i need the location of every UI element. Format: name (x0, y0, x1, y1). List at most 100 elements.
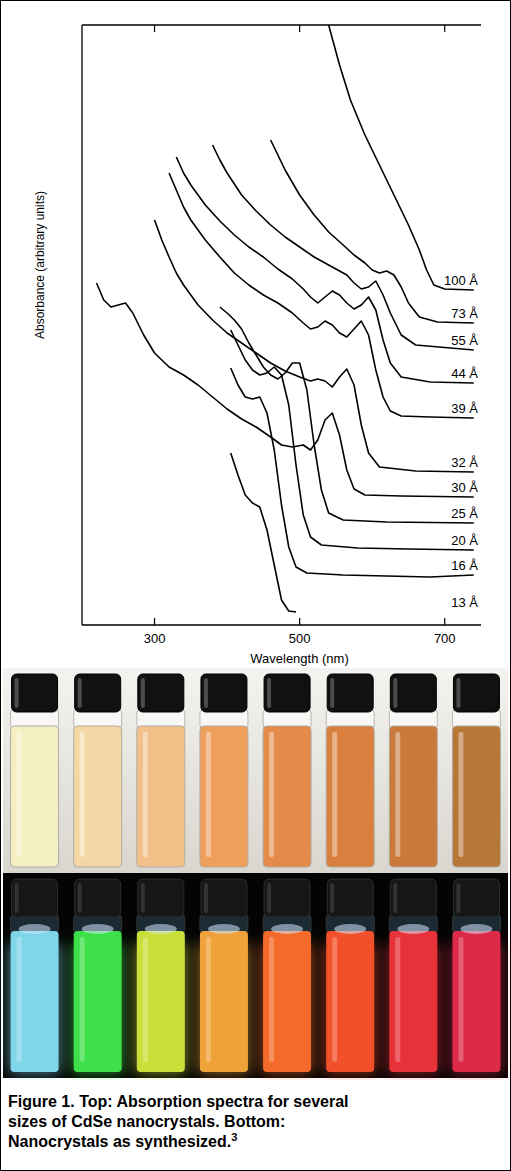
vial-liquid (137, 931, 185, 1072)
series-label: 32 Å (451, 455, 478, 470)
vial-neck (389, 710, 437, 728)
vial-highlight (206, 732, 211, 857)
vial-highlight (332, 732, 337, 857)
x-tick-label: 500 (289, 631, 311, 646)
spectrum-line (169, 173, 474, 418)
vial-liquid (452, 726, 500, 867)
vial (200, 674, 248, 867)
x-tick-label: 700 (434, 631, 456, 646)
vial-highlight (143, 732, 148, 857)
series-labels: 100 Å73 Å55 Å44 Å39 Å32 Å30 Å25 Å20 Å16 … (444, 273, 478, 610)
vial-highlight (143, 937, 148, 1062)
uv-reflection (334, 924, 366, 934)
x-axis-line (82, 624, 481, 625)
ambient-background (3, 668, 508, 873)
cap-shine (141, 678, 145, 708)
vial (452, 674, 500, 867)
cap-shine (204, 678, 208, 708)
vial-cap (75, 879, 121, 917)
vial-cap (264, 674, 310, 712)
series-label: 73 Å (451, 306, 478, 321)
vial-neck (389, 915, 437, 933)
spectrum-line (155, 220, 474, 472)
vial-neck (137, 710, 185, 728)
vial-cap (327, 879, 373, 917)
vial-highlight (458, 937, 463, 1062)
vial-cap (12, 879, 58, 917)
x-tick-top (444, 25, 445, 32)
vial-liquid (263, 726, 311, 867)
vial-neck (137, 915, 185, 933)
spectrum-line (220, 307, 474, 523)
series-label: 13 Å (451, 595, 478, 610)
series-label: 39 Å (451, 401, 478, 416)
vial (387, 879, 439, 1074)
series-label: 44 Å (451, 366, 478, 381)
vial (72, 879, 124, 1074)
vial-cap (138, 879, 184, 917)
vial-highlight (332, 937, 337, 1062)
cap-shine (267, 883, 271, 913)
vial (137, 674, 185, 867)
vial-neck (263, 710, 311, 728)
vial-highlight (80, 937, 85, 1062)
x-tick-top (154, 25, 155, 32)
series-label: 100 Å (444, 273, 478, 288)
uv-reflection (145, 924, 177, 934)
x-tick (299, 618, 300, 625)
vial-neck (326, 915, 374, 933)
vial (135, 879, 187, 1074)
x-tick-top (299, 25, 300, 32)
vial-liquid (389, 726, 437, 867)
uv-reflection (460, 924, 492, 934)
vial-cap (75, 674, 121, 712)
uv-reflection (271, 924, 303, 934)
vial-highlight (395, 937, 400, 1062)
vial (11, 674, 59, 867)
vial (198, 879, 250, 1074)
vial-liquid (11, 726, 59, 867)
vial-cap (201, 879, 247, 917)
vial-cap (138, 674, 184, 712)
series-label: 16 Å (451, 558, 478, 573)
vial-liquid (200, 931, 248, 1072)
vial-neck (11, 915, 59, 933)
vial-liquid (452, 931, 500, 1072)
series-label: 20 Å (451, 533, 478, 548)
vial-liquid (326, 726, 374, 867)
chart: 300500700Wavelength (nm)Absorbance (arbi… (0, 0, 511, 668)
vial-cap (264, 879, 310, 917)
vial (74, 674, 122, 867)
x-tick-label: 300 (144, 631, 166, 646)
vial (263, 674, 311, 867)
cap-shine (204, 883, 208, 913)
uv-photo (3, 873, 508, 1078)
vial-cap (390, 674, 436, 712)
vial-liquid (263, 931, 311, 1072)
cap-shine (15, 678, 19, 708)
vial-highlight (206, 937, 211, 1062)
cap-shine (456, 678, 460, 708)
spectrum-line (271, 140, 474, 323)
vial-highlight (395, 732, 400, 857)
uv-reflection (82, 924, 114, 934)
vial-neck (200, 915, 248, 933)
spectrum-line (176, 157, 473, 383)
uv-background (3, 873, 508, 1078)
vial-neck (200, 710, 248, 728)
cap-shine (456, 883, 460, 913)
vial-neck (452, 710, 500, 728)
cap-shine (78, 883, 82, 913)
cap-shine (15, 883, 19, 913)
x-tick (444, 618, 445, 625)
caption-ref: 3 (231, 1131, 237, 1143)
vial-highlight (17, 732, 22, 857)
vial-cap (12, 674, 58, 712)
vial-highlight (269, 937, 274, 1062)
vial (450, 879, 502, 1074)
vial-liquid (200, 726, 248, 867)
uv-reflection (19, 924, 51, 934)
vial-cap (390, 879, 436, 917)
vial (324, 879, 376, 1074)
vial-neck (263, 915, 311, 933)
